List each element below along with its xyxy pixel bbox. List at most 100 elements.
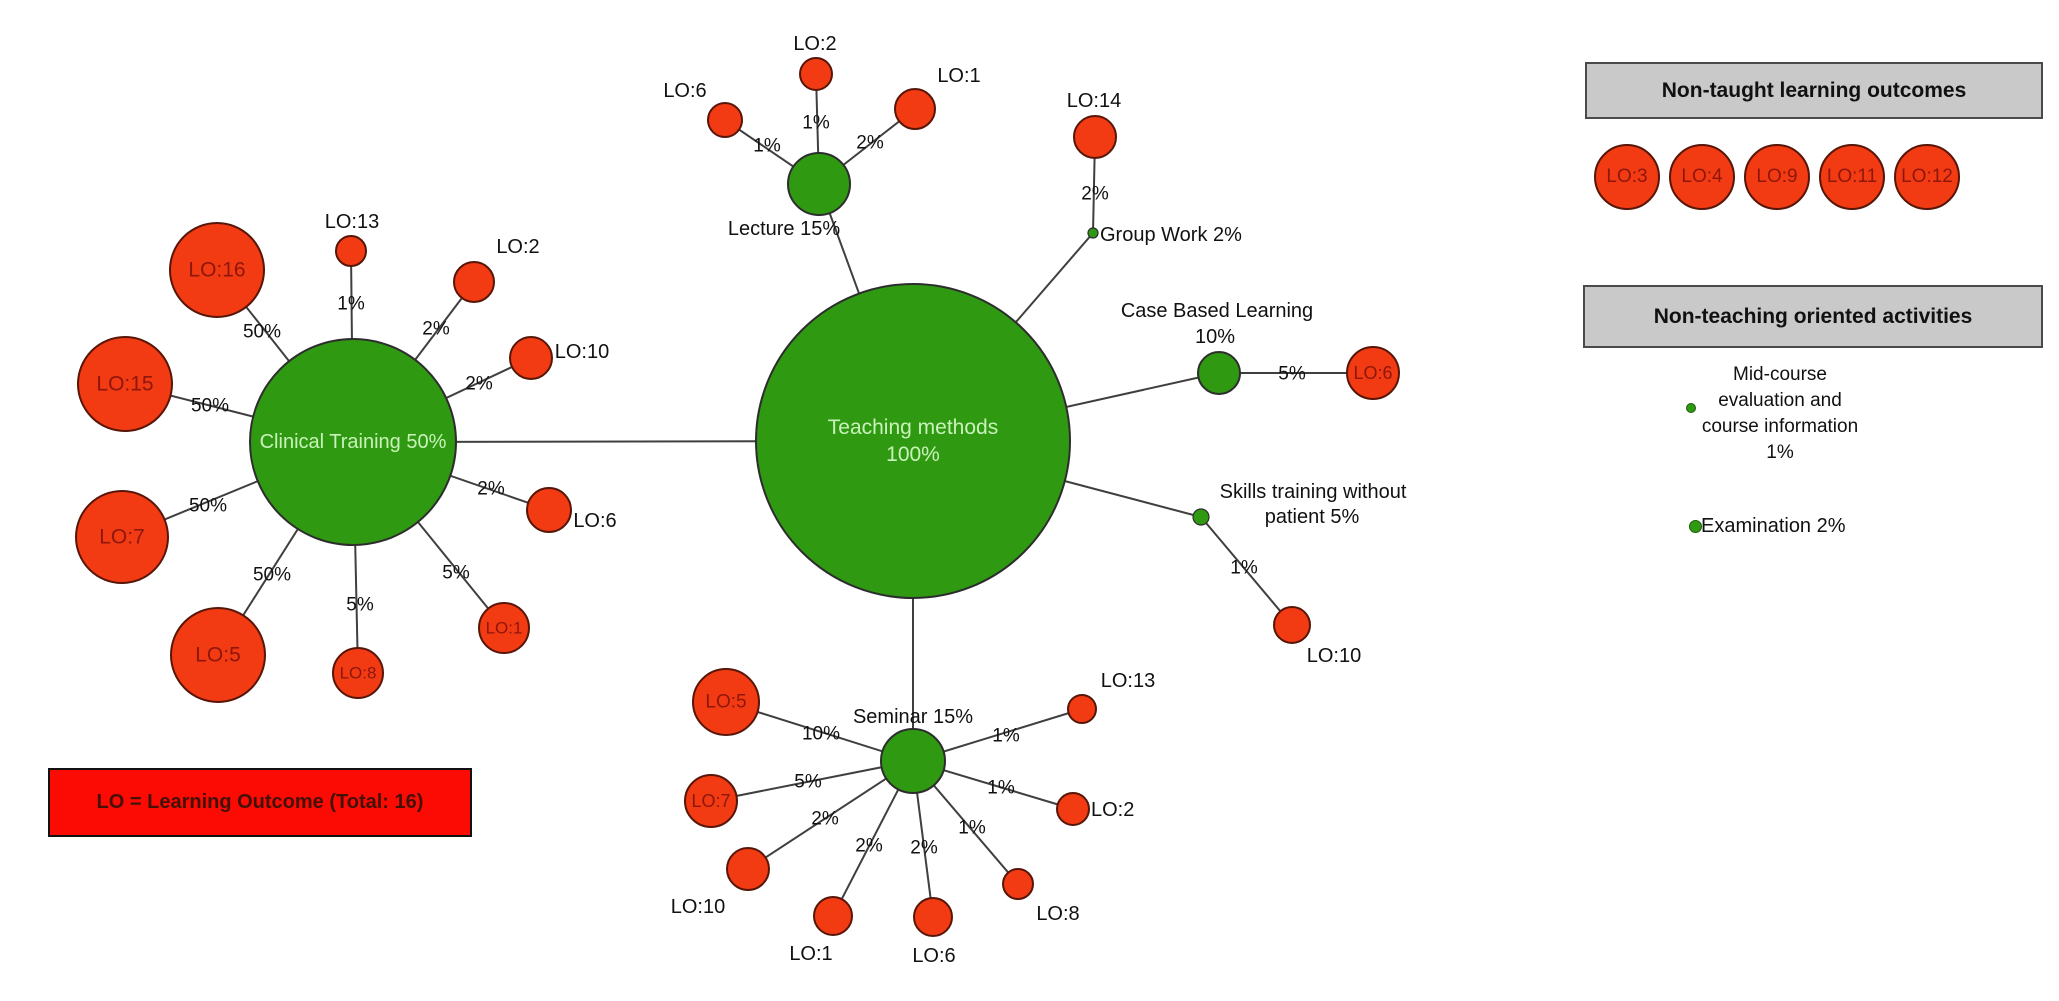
edge-label-seminar-sem-lo5: 10%: [802, 724, 840, 745]
mid-course-line-3: course information: [1701, 416, 1859, 437]
panel-outcome-lo12: LO:12: [1894, 144, 1960, 210]
node-casebased: [1197, 351, 1241, 395]
node-label-skills-1: Skills training without: [1220, 481, 1407, 503]
non-taught-outcomes-row: LO:3 LO:4 LO:9 LO:11 LO:12: [1594, 144, 1969, 210]
node-sem-lo6: [913, 897, 953, 937]
edge-label-seminar-sem-lo7: 5%: [794, 772, 822, 793]
edge-label-seminar-sem-lo1: 2%: [855, 836, 883, 857]
edge-label-clinical-cli-lo5: 50%: [253, 565, 291, 586]
edge-label-clinical-cli-lo7: 50%: [189, 496, 227, 517]
node-lecture: [787, 152, 851, 216]
node-label-cbl-lo6: LO:6: [1353, 363, 1392, 383]
edge-label-lecture-lec-lo1: 2%: [856, 133, 884, 154]
node-label-cli-lo7: LO:7: [99, 526, 145, 549]
node-label-sem-lo6: LO:6: [912, 945, 955, 967]
edge-label-clinical-cli-lo10: 2%: [465, 374, 493, 395]
mid-course-dot-icon: [1686, 403, 1696, 413]
edge-label-lecture-lec-lo6: 1%: [753, 136, 781, 157]
node-label-clinical: Clinical Training 50%: [260, 431, 447, 453]
node-sem-lo13: [1067, 694, 1097, 724]
non-taught-header: Non-taught learning outcomes: [1585, 62, 2043, 119]
panel-outcome-lo4: LO:4: [1669, 144, 1735, 210]
edge-label-clinical-cli-lo6: 2%: [477, 479, 505, 500]
node-label-sem-lo5: LO:5: [705, 692, 746, 713]
node-label-cli-lo15: LO:15: [96, 373, 153, 396]
panel-outcome-lo9: LO:9: [1744, 144, 1810, 210]
node-label-sem-lo8: LO:8: [1036, 903, 1079, 925]
node-sem-lo8: [1002, 868, 1034, 900]
node-label-cli-lo10: LO:10: [555, 341, 609, 363]
edge-label-clinical-cli-lo16: 50%: [243, 322, 281, 343]
edge-label-clinical-cli-lo13: 1%: [337, 294, 365, 315]
node-label-grp-lo14: LO:14: [1067, 90, 1121, 112]
node-lec-lo1: [894, 88, 936, 130]
node-sem-lo10: [726, 847, 770, 891]
node-label-groupwork: Group Work 2%: [1100, 224, 1242, 246]
node-lec-lo6: [707, 102, 743, 138]
edge-label-seminar-sem-lo8: 1%: [958, 818, 986, 839]
node-teaching: [755, 283, 1071, 599]
node-cli-lo5: [170, 607, 266, 703]
node-sem-lo7: [684, 774, 738, 828]
node-label-sem-lo13: LO:13: [1101, 670, 1155, 692]
node-lec-lo2: [799, 57, 833, 91]
node-label-lec-lo2: LO:2: [793, 33, 836, 55]
edge-seminar-sem-lo7: [710, 760, 914, 802]
node-label-cli-lo16: LO:16: [188, 259, 245, 282]
edge-label-seminar-sem-lo10: 2%: [811, 809, 839, 830]
node-label-skl-lo10: LO:10: [1307, 645, 1361, 667]
node-clinical: [249, 338, 457, 546]
legend-box: LO = Learning Outcome (Total: 16): [48, 768, 472, 837]
mid-course-activity-label: Mid-course evaluation and course informa…: [1668, 362, 1892, 466]
node-cli-lo6: [526, 487, 572, 533]
node-cbl-lo6: [1346, 346, 1400, 400]
panel-outcome-lo11: LO:11: [1819, 144, 1885, 210]
node-skills: [1192, 508, 1210, 526]
node-sem-lo2: [1056, 792, 1090, 826]
node-label-cli-lo5: LO:5: [195, 644, 241, 667]
edge-label-clinical-cli-lo2: 2%: [422, 319, 450, 340]
node-label-sem-lo7: LO:7: [691, 791, 730, 811]
node-cli-lo13: [335, 235, 367, 267]
node-cli-lo1: [478, 602, 530, 654]
node-grp-lo14: [1073, 115, 1117, 159]
node-sem-lo5: [692, 668, 760, 736]
node-cli-lo10: [509, 336, 553, 380]
edge-label-skills-skl-lo10: 1%: [1230, 558, 1258, 579]
edge-label-clinical-cli-lo15: 50%: [191, 396, 229, 417]
node-label-sem-lo2: LO:2: [1091, 799, 1134, 821]
node-label-seminar: Seminar 15%: [853, 706, 973, 728]
node-label-cli-lo2: LO:2: [496, 236, 539, 258]
edge-label-clinical-cli-lo8: 5%: [346, 595, 374, 616]
node-label-teaching: Teaching methods 100%: [828, 416, 998, 466]
edge-label-lecture-lec-lo2: 1%: [802, 113, 830, 134]
edge-label-casebased-cbl-lo6: 5%: [1278, 364, 1306, 385]
node-cli-lo2: [453, 261, 495, 303]
edge-label-clinical-cli-lo1: 5%: [442, 563, 470, 584]
edge-label-groupwork-grp-lo14: 2%: [1081, 184, 1109, 205]
mid-course-line-1: Mid-course: [1733, 364, 1827, 385]
edge-skills-skl-lo10: [1200, 516, 1293, 626]
node-label-sem-lo10: LO:10: [671, 896, 725, 918]
examination-activity-label: Examination 2%: [1701, 515, 1846, 537]
node-label-sem-lo1: LO:1: [789, 943, 832, 965]
node-groupwork: [1087, 227, 1099, 239]
mid-course-line-4: 1%: [1766, 442, 1794, 463]
node-cli-lo7: [75, 490, 169, 584]
mid-course-line-2: evaluation and: [1718, 390, 1842, 411]
node-label-skills-2: patient 5%: [1265, 506, 1360, 528]
node-label-lecture: Lecture 15%: [728, 218, 841, 240]
node-cli-lo8: [332, 647, 384, 699]
node-label-casebased-2: 10%: [1195, 326, 1235, 348]
node-label-casebased-1: Case Based Learning: [1121, 300, 1313, 322]
node-label-cli-lo1: LO:1: [486, 619, 523, 638]
node-cli-lo16: [169, 222, 265, 318]
node-label-cli-lo8: LO:8: [340, 664, 377, 683]
node-skl-lo10: [1273, 606, 1311, 644]
edge-label-seminar-sem-lo6: 2%: [910, 838, 938, 859]
node-label-cli-lo13: LO:13: [325, 211, 379, 233]
node-cli-lo15: [77, 336, 173, 432]
node-label-cli-lo6: LO:6: [573, 510, 616, 532]
node-label-lec-lo1: LO:1: [937, 65, 980, 87]
